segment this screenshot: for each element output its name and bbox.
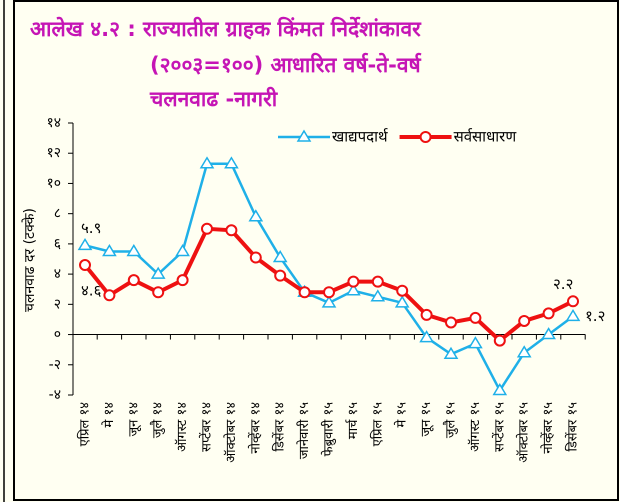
circle-marker: [567, 295, 579, 308]
x-tick-label: नोव्हेंबर १४: [247, 402, 263, 454]
y-tick-label: ०: [54, 327, 61, 343]
y-axis-label: चलनवाढ दर (टक्के): [21, 208, 38, 312]
triangle-marker: [516, 345, 532, 358]
triangle-marker: [224, 156, 239, 169]
y-tick-label: -२: [49, 357, 61, 373]
data-label: १.२: [585, 307, 605, 325]
x-tick-label: सप्टेंबर १४: [199, 402, 215, 452]
y-tick-label: १०: [46, 175, 61, 191]
data-label: २.२: [553, 275, 573, 293]
y-tick-label: ८: [54, 206, 61, 222]
circle-marker: [201, 222, 213, 235]
x-tick-label: जून १४: [126, 402, 141, 437]
x-tick-label: डिसेंबर १४: [272, 402, 288, 452]
circle-marker: [542, 307, 555, 320]
frame: [13, 0, 619, 501]
x-tick-label: मे १५: [394, 402, 410, 428]
triangle-marker: [199, 156, 215, 169]
circle-marker: [469, 311, 482, 324]
x-tick-label: फेब्रुवारी १५: [321, 402, 337, 457]
circle-marker: [323, 286, 335, 299]
circle-marker: [152, 286, 165, 299]
triangle-marker: [394, 295, 410, 308]
triangle-marker: [492, 383, 508, 396]
circle-marker: [493, 334, 506, 347]
circle-marker: [420, 308, 433, 321]
data-label: ५.९: [81, 219, 101, 237]
triangle-marker: [443, 346, 459, 359]
circle-marker: [176, 274, 189, 287]
data-label: ४.६: [81, 282, 102, 300]
y-tick-label: १४: [46, 115, 61, 131]
triangle-marker: [565, 308, 581, 322]
chart-title: चलनवाढ -नागरी: [149, 86, 279, 111]
x-tick-label: सप्टेंबर १५: [491, 402, 507, 452]
circle-marker: [371, 275, 384, 288]
triangle-marker: [346, 283, 361, 296]
triangle-marker: [272, 250, 288, 263]
triangle-marker: [77, 237, 93, 251]
x-tick-label: एप्रिल १४: [77, 402, 93, 447]
circle-marker: [79, 259, 91, 272]
y-tick-label: २: [54, 296, 61, 312]
x-tick-label: ऑक्टोबर १५: [516, 402, 532, 463]
triangle-marker: [126, 243, 142, 257]
legend-label: खाद्यपदार्थ: [332, 128, 389, 146]
triangle-marker: [296, 129, 312, 142]
x-tick-label: मे १४: [101, 402, 117, 428]
circle-marker: [249, 251, 262, 264]
x-tick-label: डिसेंबर १५: [565, 402, 581, 452]
circle-marker: [274, 269, 287, 282]
triangle-marker: [102, 243, 117, 257]
x-tick-label: जानेवारी १५: [296, 402, 312, 459]
chart-title: आलेख ४.२ : राज्यातील ग्राहक किंमत निर्दे…: [30, 16, 422, 41]
x-tick-label: ऑक्टोबर १४: [223, 402, 239, 463]
circle-marker: [518, 314, 531, 327]
triangle-marker: [321, 295, 337, 308]
circle-marker: [347, 275, 360, 288]
triangle-marker: [419, 330, 434, 343]
triangle-marker: [175, 243, 190, 257]
y-tick-label: -४: [49, 387, 61, 403]
chart-title: (२००३=१००) आधारित वर्ष-ते-वर्ष: [150, 52, 422, 77]
x-tick-label: जुलै १५: [443, 402, 459, 438]
x-tick-label: मार्च १५: [345, 402, 361, 439]
circle-marker: [103, 289, 116, 302]
series-line: [83, 226, 574, 344]
circle-marker: [225, 224, 238, 237]
circle-marker: [419, 131, 432, 143]
circle-marker: [127, 274, 140, 287]
x-tick-label: जुलै १४: [150, 402, 166, 438]
y-tick-label: ६: [54, 236, 61, 252]
triangle-marker: [468, 336, 483, 349]
triangle-marker: [541, 327, 556, 340]
x-tick-label: एप्रिल १५: [369, 402, 385, 447]
circle-marker: [396, 284, 409, 297]
x-tick-label: जून १५: [419, 402, 434, 437]
circle-marker: [298, 286, 311, 299]
triangle-marker: [248, 209, 264, 222]
y-tick-label: १२: [46, 145, 61, 161]
circle-marker: [445, 316, 457, 329]
x-tick-label: नोव्हेंबर १५: [540, 402, 556, 454]
x-tick-label: ऑगस्ट १५: [467, 402, 483, 452]
y-tick-label: ४: [54, 266, 61, 282]
triangle-marker: [370, 289, 386, 302]
legend-label: सर्वसाधारण: [454, 128, 518, 146]
x-tick-label: ऑगस्ट १४: [174, 402, 190, 452]
triangle-marker: [150, 266, 166, 279]
